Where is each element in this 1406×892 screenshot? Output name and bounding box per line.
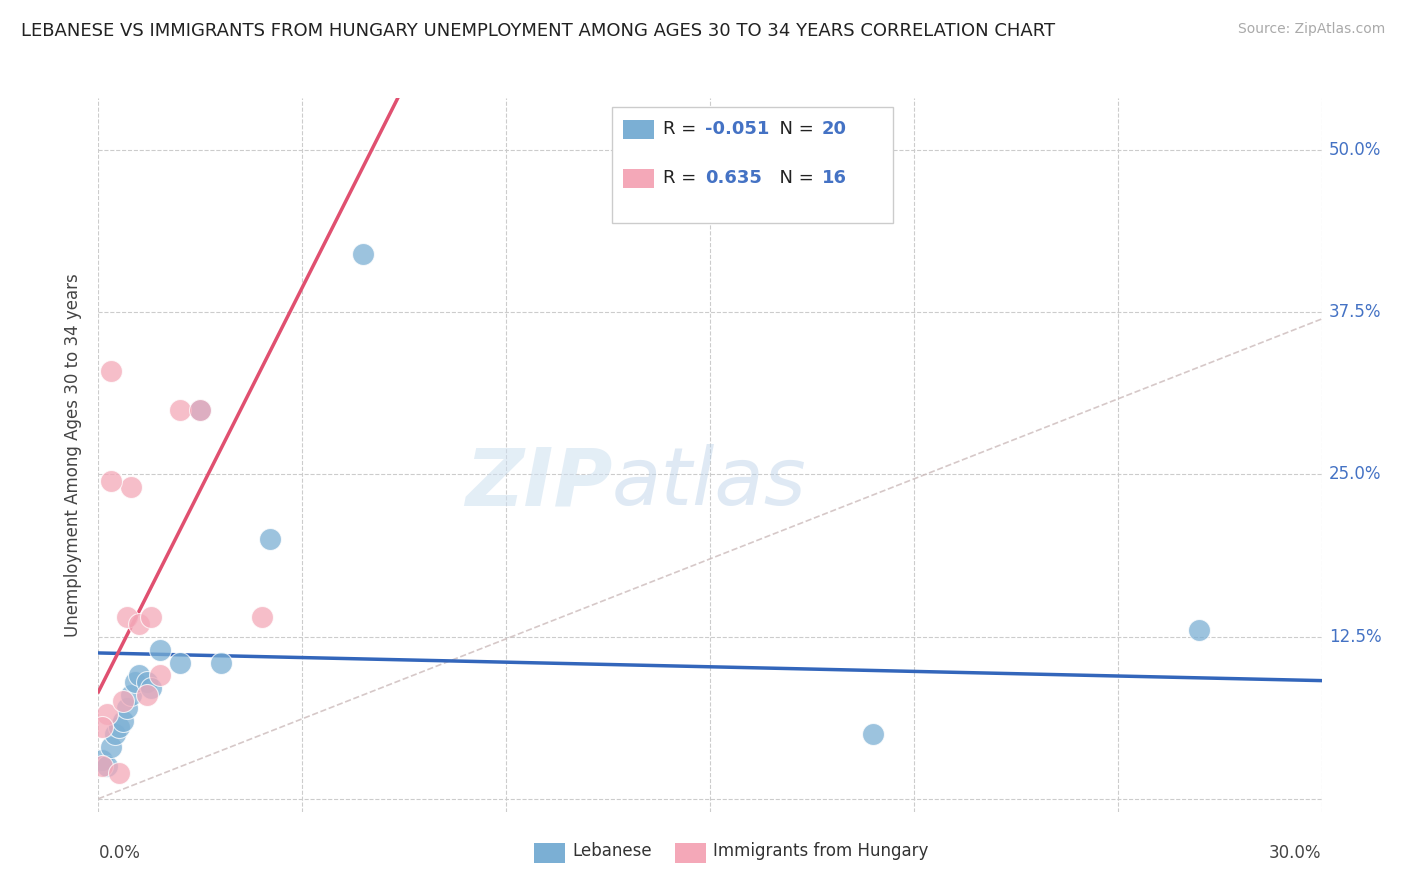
Point [108,720,131,734]
Point [136,675,159,690]
Point [100,363,122,377]
Text: -0.051: -0.051 [704,120,769,138]
Text: N =: N = [768,169,820,187]
Point [104,727,127,741]
Point [149,642,172,657]
Text: 30.0%: 30.0% [1270,844,1322,863]
Point [115,610,138,624]
Point [136,688,159,702]
Text: 25.0%: 25.0% [1329,466,1381,483]
Point [149,668,172,682]
Point [250,610,273,624]
Point [120,480,142,494]
Text: Lebanese: Lebanese [572,842,652,860]
Point [115,701,138,715]
Text: Immigrants from Hungary: Immigrants from Hungary [713,842,928,860]
Point [111,694,134,708]
Text: 20: 20 [821,120,846,138]
Point [100,739,122,754]
Point [128,668,150,682]
Point [169,402,191,417]
Text: 0.0%: 0.0% [98,844,141,863]
Text: 16: 16 [821,169,846,187]
Point [91,753,114,767]
Point [111,714,134,728]
Point [169,656,191,670]
Text: 50.0%: 50.0% [1329,141,1381,159]
Text: atlas: atlas [612,444,807,523]
Point [141,681,163,696]
Point [91,720,114,734]
Point [259,533,281,547]
Point [91,759,114,773]
Point [96,707,118,722]
Text: 12.5%: 12.5% [1329,628,1381,646]
Text: LEBANESE VS IMMIGRANTS FROM HUNGARY UNEMPLOYMENT AMONG AGES 30 TO 34 YEARS CORRE: LEBANESE VS IMMIGRANTS FROM HUNGARY UNEM… [21,22,1056,40]
Point [108,765,131,780]
Point [352,247,374,261]
Point [862,727,884,741]
Point [124,675,146,690]
Point [141,610,163,624]
Point [1188,623,1211,637]
Text: 37.5%: 37.5% [1329,303,1381,321]
Point [209,656,232,670]
Text: N =: N = [768,120,820,138]
Point [96,759,118,773]
Text: ZIP: ZIP [465,444,612,523]
Text: Source: ZipAtlas.com: Source: ZipAtlas.com [1237,22,1385,37]
Text: 0.635: 0.635 [704,169,762,187]
Text: R =: R = [662,120,702,138]
Point [128,616,150,631]
Text: R =: R = [662,169,702,187]
Point [188,402,212,417]
Point [120,688,142,702]
Point [188,402,212,417]
Y-axis label: Unemployment Among Ages 30 to 34 years: Unemployment Among Ages 30 to 34 years [65,273,83,637]
Point [100,474,122,488]
